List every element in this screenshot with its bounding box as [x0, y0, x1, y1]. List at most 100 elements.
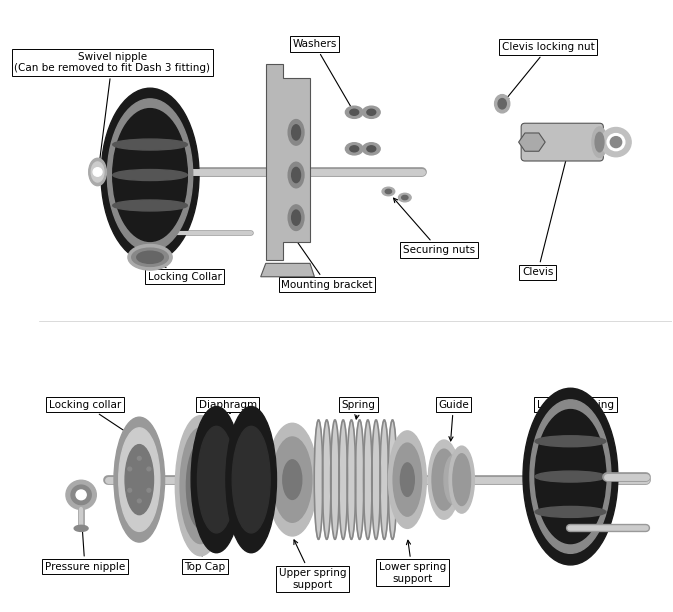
- Ellipse shape: [113, 139, 187, 150]
- Text: Washers: Washers: [292, 39, 353, 111]
- Ellipse shape: [113, 200, 187, 211]
- Ellipse shape: [137, 499, 141, 503]
- Ellipse shape: [428, 440, 460, 519]
- Ellipse shape: [382, 187, 394, 196]
- Circle shape: [66, 480, 96, 509]
- Text: Pressure nipple: Pressure nipple: [45, 515, 125, 572]
- Ellipse shape: [92, 162, 104, 182]
- Ellipse shape: [595, 132, 604, 152]
- Ellipse shape: [226, 406, 277, 553]
- Circle shape: [607, 133, 625, 151]
- Ellipse shape: [385, 189, 392, 193]
- FancyBboxPatch shape: [521, 123, 603, 161]
- Text: Spring: Spring: [342, 400, 376, 419]
- Ellipse shape: [267, 424, 318, 536]
- Ellipse shape: [180, 428, 221, 543]
- Ellipse shape: [197, 427, 236, 533]
- Ellipse shape: [108, 99, 192, 251]
- Ellipse shape: [367, 146, 376, 152]
- Ellipse shape: [432, 449, 456, 510]
- Ellipse shape: [345, 106, 363, 118]
- Ellipse shape: [355, 420, 364, 539]
- Ellipse shape: [128, 244, 172, 270]
- Polygon shape: [266, 64, 310, 260]
- Ellipse shape: [350, 146, 359, 152]
- Ellipse shape: [592, 127, 607, 157]
- Ellipse shape: [89, 159, 106, 185]
- Ellipse shape: [371, 420, 380, 539]
- Ellipse shape: [444, 455, 463, 504]
- Text: Clevis locking nut: Clevis locking nut: [502, 42, 595, 100]
- Text: Lower spring
support: Lower spring support: [379, 540, 446, 584]
- Ellipse shape: [288, 119, 304, 145]
- Polygon shape: [519, 133, 545, 151]
- Ellipse shape: [113, 170, 187, 181]
- Ellipse shape: [330, 420, 339, 539]
- Ellipse shape: [125, 444, 153, 515]
- Ellipse shape: [398, 193, 411, 202]
- Ellipse shape: [291, 168, 301, 182]
- Ellipse shape: [176, 416, 226, 556]
- Ellipse shape: [363, 143, 380, 155]
- Ellipse shape: [128, 488, 132, 492]
- Ellipse shape: [535, 409, 606, 543]
- Text: Top Cap: Top Cap: [184, 543, 225, 572]
- Ellipse shape: [147, 488, 151, 492]
- Ellipse shape: [388, 420, 397, 539]
- Circle shape: [76, 490, 86, 500]
- Text: Guide: Guide: [438, 400, 469, 441]
- Ellipse shape: [128, 467, 132, 471]
- Ellipse shape: [363, 420, 372, 539]
- Text: Securing nuts: Securing nuts: [394, 198, 475, 255]
- Circle shape: [610, 136, 622, 147]
- Text: Lower Housing: Lower Housing: [537, 400, 614, 416]
- Ellipse shape: [314, 420, 323, 539]
- Circle shape: [93, 168, 102, 176]
- Ellipse shape: [400, 463, 415, 496]
- Ellipse shape: [137, 457, 141, 460]
- Ellipse shape: [288, 205, 304, 231]
- Ellipse shape: [535, 507, 606, 517]
- Ellipse shape: [101, 88, 199, 262]
- Ellipse shape: [535, 436, 606, 447]
- Ellipse shape: [114, 417, 165, 542]
- Text: Locking Collar: Locking Collar: [146, 258, 221, 282]
- Ellipse shape: [495, 95, 509, 113]
- Ellipse shape: [498, 99, 506, 109]
- Text: Upper spring
support: Upper spring support: [279, 540, 347, 590]
- Ellipse shape: [74, 525, 88, 531]
- Ellipse shape: [350, 109, 359, 115]
- Ellipse shape: [380, 420, 388, 539]
- Ellipse shape: [273, 437, 312, 522]
- Ellipse shape: [186, 443, 215, 528]
- Ellipse shape: [393, 443, 421, 516]
- Circle shape: [71, 485, 92, 505]
- Ellipse shape: [288, 162, 304, 188]
- Ellipse shape: [535, 471, 606, 482]
- Ellipse shape: [283, 460, 302, 499]
- Ellipse shape: [345, 143, 363, 155]
- Ellipse shape: [402, 195, 408, 200]
- Ellipse shape: [113, 108, 187, 241]
- Ellipse shape: [291, 210, 301, 225]
- Ellipse shape: [232, 427, 270, 533]
- Ellipse shape: [367, 109, 376, 115]
- Polygon shape: [260, 263, 314, 277]
- Ellipse shape: [191, 406, 242, 553]
- Ellipse shape: [118, 428, 160, 531]
- Ellipse shape: [363, 106, 380, 118]
- Text: Diaphragm: Diaphragm: [199, 400, 257, 413]
- Ellipse shape: [322, 420, 331, 539]
- Text: Clevis: Clevis: [522, 146, 571, 277]
- Ellipse shape: [291, 125, 301, 140]
- Text: Locking collar: Locking collar: [49, 400, 142, 442]
- Ellipse shape: [132, 248, 168, 266]
- Ellipse shape: [137, 251, 164, 263]
- Ellipse shape: [388, 431, 426, 528]
- Ellipse shape: [530, 400, 611, 553]
- Ellipse shape: [147, 467, 151, 471]
- Text: Mounting bracket: Mounting bracket: [281, 236, 373, 289]
- Ellipse shape: [347, 420, 356, 539]
- Ellipse shape: [453, 453, 470, 506]
- Circle shape: [601, 127, 631, 157]
